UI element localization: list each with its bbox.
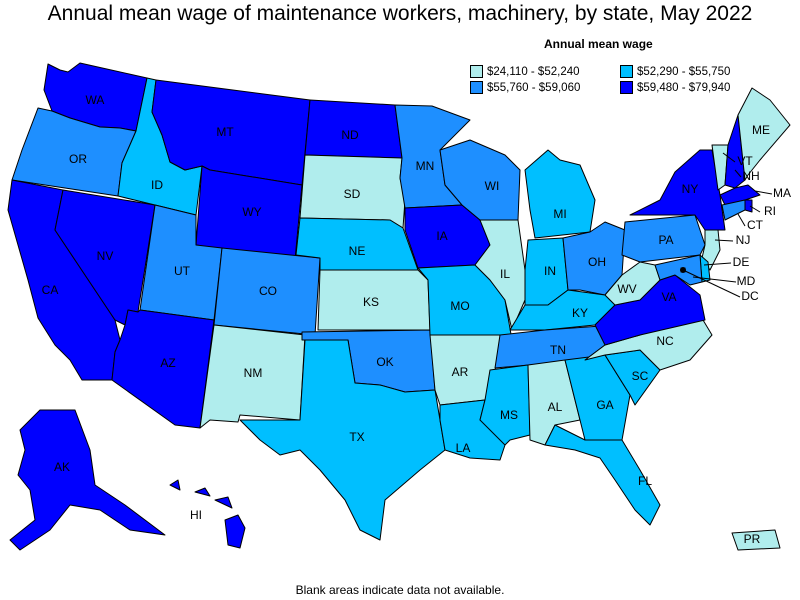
state-label-ga: GA (596, 398, 613, 412)
legend-label: $55,760 - $59,060 (487, 81, 581, 94)
state-label-ar: AR (452, 365, 469, 379)
callout-line-ma (754, 190, 773, 195)
state-label-md: MD (737, 274, 756, 288)
state-label-sc: SC (632, 369, 649, 383)
state-label-sd: SD (344, 187, 361, 201)
state-label-va: VA (661, 290, 676, 304)
state-label-ne: NE (349, 244, 366, 258)
state-label-al: AL (548, 400, 563, 414)
state-label-nv: NV (97, 249, 114, 263)
state-label-mt: MT (216, 125, 234, 139)
state-label-me: ME (752, 123, 770, 137)
state-label-mn: MN (416, 159, 435, 173)
state-mi (524, 149, 596, 239)
state-label-nj: NJ (736, 233, 751, 247)
state-label-mi: MI (553, 207, 566, 221)
state-label-dc: DC (741, 289, 759, 303)
state-label-ny: NY (682, 182, 699, 196)
state-label-ri: RI (764, 204, 776, 218)
callout-line-de (703, 262, 732, 266)
legend-label: $52,290 - $55,750 (637, 65, 731, 78)
callout-line-dc (682, 269, 741, 298)
state-label-wi: WI (485, 179, 500, 193)
state-label-az: AZ (160, 356, 175, 370)
state-label-ks: KS (363, 295, 379, 309)
state-label-ms: MS (500, 408, 518, 422)
state-label-vt: VT (737, 154, 753, 168)
state-nh (724, 114, 746, 189)
state-label-nh: NH (742, 169, 759, 183)
legend-item-bin-4: $59,480 - $79,940 (620, 81, 780, 94)
footnote: Blank areas indicate data not available. (295, 583, 505, 597)
legend-item-bin-3: $55,760 - $59,060 (470, 81, 620, 94)
state-label-la: LA (456, 441, 471, 455)
state-pr (731, 529, 781, 551)
legend-swatch (620, 65, 633, 78)
legend-item-bin-1: $24,110 - $52,240 (470, 65, 620, 78)
legend-item-bin-2: $52,290 - $55,750 (620, 65, 780, 78)
state-label-wy: WY (242, 205, 261, 219)
state-label-pa: PA (658, 233, 673, 247)
state-label-ct: CT (747, 218, 764, 232)
map-title: Annual mean wage of maintenance workers,… (47, 2, 753, 25)
state-label-co: CO (259, 284, 277, 298)
state-label-in: IN (544, 264, 556, 278)
state-md (654, 254, 703, 286)
dc-marker (680, 267, 686, 273)
state-label-oh: OH (588, 255, 606, 269)
state-label-or: OR (69, 152, 87, 166)
state-label-il: IL (500, 267, 510, 281)
state-label-fl: FL (638, 474, 652, 488)
state-il (474, 219, 526, 331)
legend-title: Annual mean wage (544, 37, 653, 51)
state-label-nd: ND (341, 128, 359, 142)
state-label-nc: NC (656, 334, 674, 348)
callout-line-nj (714, 239, 734, 242)
state-label-ut: UT (174, 264, 191, 278)
state-label-wa: WA (86, 93, 105, 107)
state-label-ky: KY (572, 306, 588, 320)
callout-line-nh (734, 169, 742, 178)
state-hi (169, 479, 246, 549)
legend-swatch (470, 65, 483, 78)
state-label-nm: NM (244, 366, 263, 380)
state-me (737, 87, 791, 181)
state-label-wv: WV (617, 282, 636, 296)
state-label-pr: PR (744, 532, 761, 546)
state-label-id: ID (151, 178, 163, 192)
state-label-hi: HI (190, 508, 202, 522)
state-label-tx: TX (349, 430, 364, 444)
state-label-ca: CA (42, 283, 59, 297)
state-label-de: DE (733, 255, 750, 269)
legend-swatch (620, 81, 633, 94)
state-label-tn: TN (550, 343, 566, 357)
state-ak (9, 409, 166, 551)
legend-label: $59,480 - $79,940 (637, 81, 731, 94)
state-label-ak: AK (54, 460, 70, 474)
legend-swatch (470, 81, 483, 94)
state-label-mo: MO (450, 299, 469, 313)
legend-label: $24,110 - $52,240 (487, 65, 580, 78)
callout-line-ri (749, 205, 761, 213)
state-fl (544, 424, 661, 526)
state-label-ia: IA (436, 229, 447, 243)
state-label-ma: MA (773, 186, 791, 200)
callout-line-vt (722, 152, 736, 163)
legend: Annual mean wage $24,110 - $52,240 $52,2… (470, 37, 790, 94)
state-ct (721, 199, 746, 221)
state-label-ok: OK (376, 355, 393, 369)
callout-line-ct (737, 213, 746, 227)
state-tx (239, 339, 446, 541)
